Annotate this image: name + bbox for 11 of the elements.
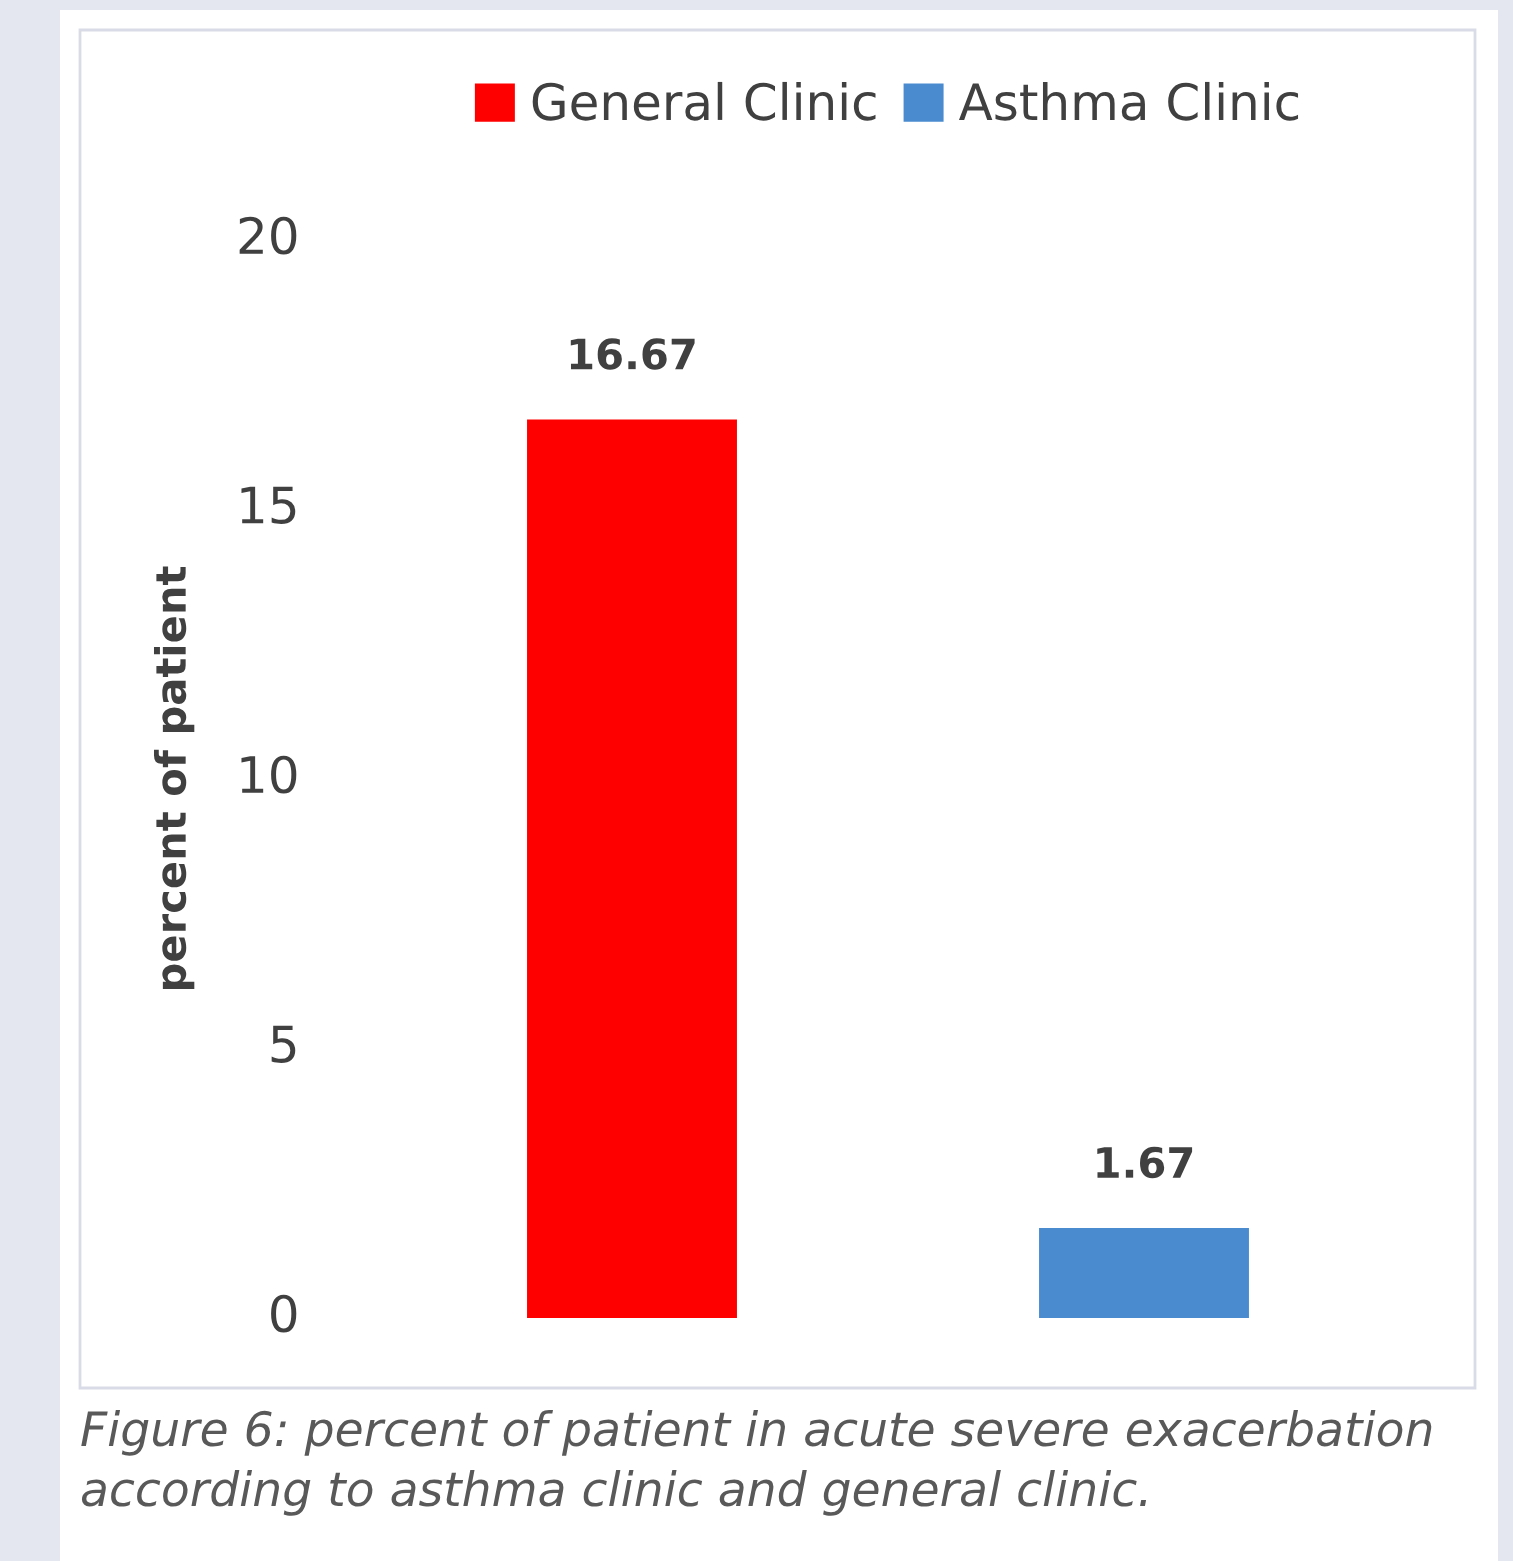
caption: Figure 6: percent of patient in acute severe exacerbation according to asthma clinic and general clinic.: [81, 1410, 1432, 1516]
y-tick-label: 15: [241, 486, 296, 525]
y-tick-label: 10: [241, 755, 297, 794]
y-axis-title: percent of patient: [153, 566, 195, 989]
y-tick-label: 5: [271, 1025, 296, 1064]
y-tick-label: 0: [271, 1294, 297, 1333]
data-label: 1.67: [1097, 1146, 1193, 1179]
y-tick-label: 20: [239, 216, 297, 255]
legend-label: Asthma Clinic: [958, 81, 1299, 121]
data-label: 16.67: [570, 338, 695, 370]
legend-label: General Clinic: [532, 81, 876, 121]
